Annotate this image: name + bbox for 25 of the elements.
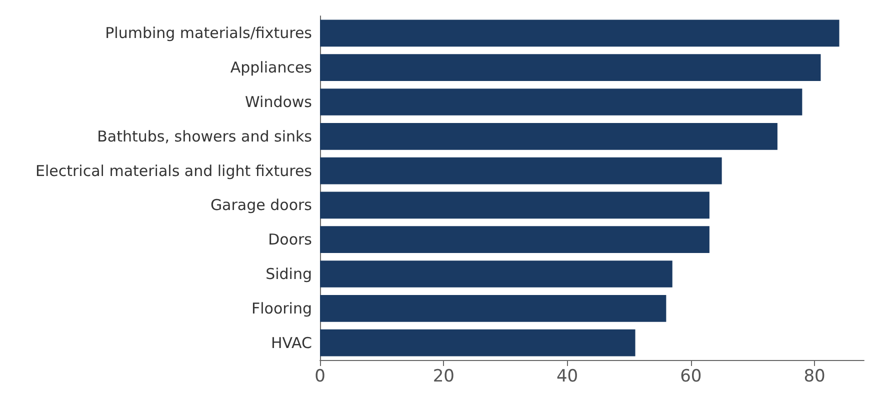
y-tick-label: Plumbing materials/fixtures	[105, 24, 312, 42]
y-tick-label: Flooring	[251, 299, 312, 318]
bar	[320, 122, 778, 150]
y-tick-label: Garage doors	[210, 196, 312, 214]
y-tick-label: Doors	[268, 230, 312, 249]
bar	[320, 157, 722, 184]
y-tick-label: Appliances	[230, 58, 312, 77]
bar	[320, 329, 636, 356]
y-tick-label: Siding	[266, 265, 312, 283]
y-tick-label: HVAC	[270, 334, 312, 352]
bar	[320, 54, 821, 82]
bar	[320, 192, 710, 219]
x-tick-label: 0	[314, 366, 326, 386]
y-tick-label: Bathtubs, showers and sinks	[97, 127, 312, 146]
y-tick-label: Windows	[245, 93, 312, 111]
x-tick-label: 20	[432, 366, 454, 386]
bar	[320, 20, 840, 47]
x-tick-label: 80	[804, 366, 826, 386]
y-tick-label: Electrical materials and light fixtures	[36, 162, 312, 180]
x-tick-label: 60	[680, 366, 702, 386]
x-tick-label: 40	[556, 366, 578, 386]
bar	[320, 226, 710, 254]
bar	[320, 260, 672, 288]
bar	[320, 88, 802, 116]
bar	[320, 294, 666, 322]
